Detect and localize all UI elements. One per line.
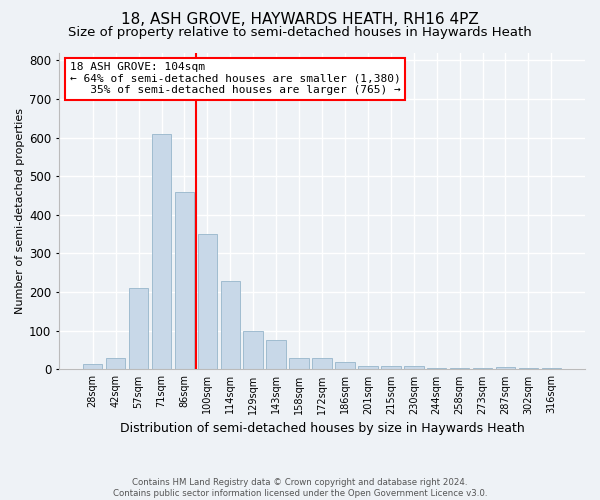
Bar bbox=[335, 362, 355, 370]
Text: 18, ASH GROVE, HAYWARDS HEATH, RH16 4PZ: 18, ASH GROVE, HAYWARDS HEATH, RH16 4PZ bbox=[121, 12, 479, 28]
Bar bbox=[473, 368, 492, 370]
X-axis label: Distribution of semi-detached houses by size in Haywards Heath: Distribution of semi-detached houses by … bbox=[119, 422, 524, 435]
Bar bbox=[106, 358, 125, 370]
Bar bbox=[197, 234, 217, 370]
Bar bbox=[289, 358, 309, 370]
Text: Contains HM Land Registry data © Crown copyright and database right 2024.
Contai: Contains HM Land Registry data © Crown c… bbox=[113, 478, 487, 498]
Bar bbox=[404, 366, 424, 370]
Bar bbox=[542, 368, 561, 370]
Text: 18 ASH GROVE: 104sqm
← 64% of semi-detached houses are smaller (1,380)
   35% of: 18 ASH GROVE: 104sqm ← 64% of semi-detac… bbox=[70, 62, 400, 95]
Bar bbox=[518, 368, 538, 370]
Y-axis label: Number of semi-detached properties: Number of semi-detached properties bbox=[15, 108, 25, 314]
Bar bbox=[427, 368, 446, 370]
Bar bbox=[221, 280, 240, 370]
Bar bbox=[244, 331, 263, 370]
Text: Size of property relative to semi-detached houses in Haywards Heath: Size of property relative to semi-detach… bbox=[68, 26, 532, 39]
Bar bbox=[496, 368, 515, 370]
Bar bbox=[381, 366, 401, 370]
Bar bbox=[312, 358, 332, 370]
Bar bbox=[450, 368, 469, 370]
Bar bbox=[129, 288, 148, 370]
Bar bbox=[175, 192, 194, 370]
Bar bbox=[266, 340, 286, 370]
Bar bbox=[83, 364, 103, 370]
Bar bbox=[358, 366, 377, 370]
Bar bbox=[152, 134, 171, 370]
